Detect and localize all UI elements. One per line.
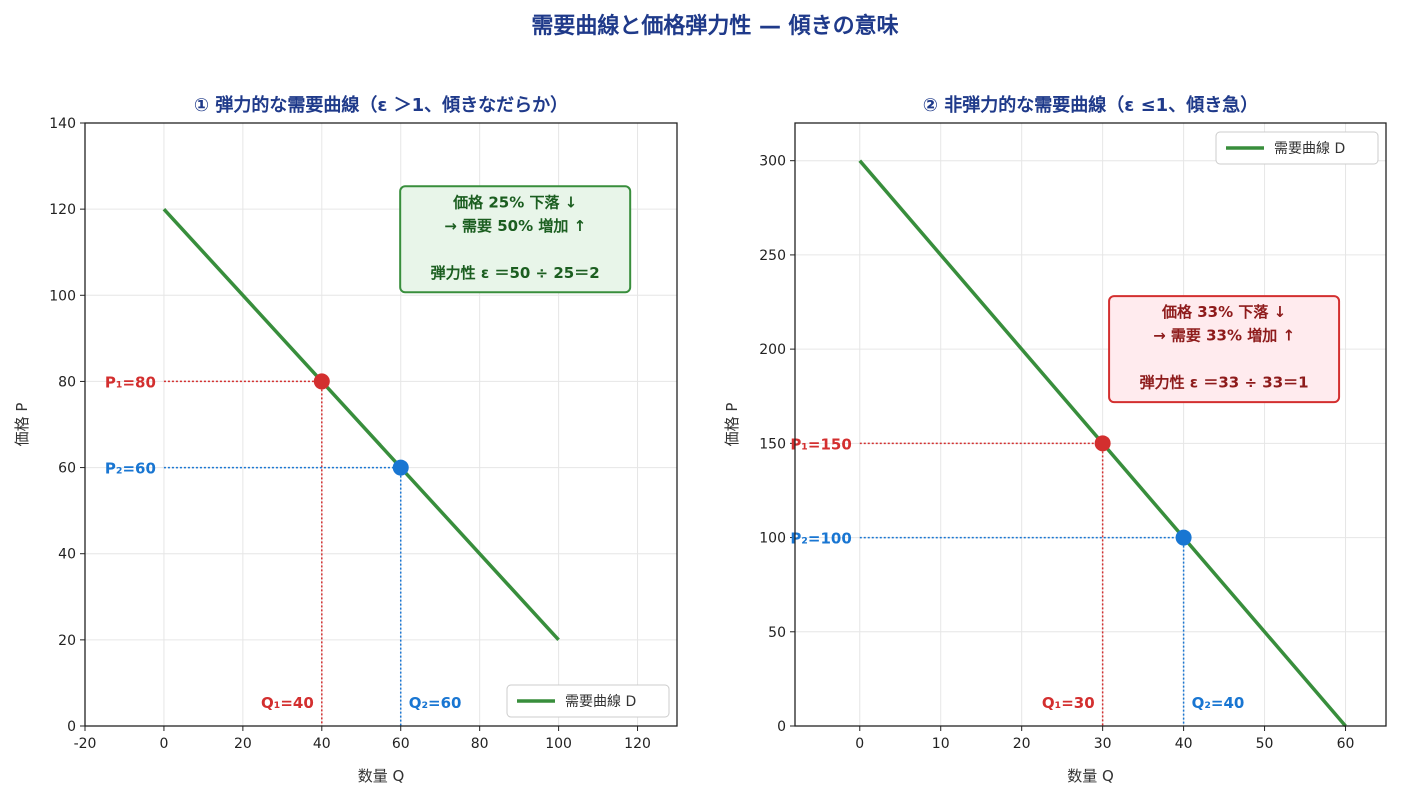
y-tick-label: 300 xyxy=(759,154,786,170)
x-tick-label: 20 xyxy=(1013,736,1031,752)
data-point xyxy=(313,373,330,390)
annotation-text: 価格 25% 下落 ↓ xyxy=(452,193,577,211)
annotation-box xyxy=(399,185,632,294)
x-tick-label: -20 xyxy=(74,736,97,752)
x-tick-label: 40 xyxy=(313,736,331,752)
legend-label: 需要曲線 D xyxy=(565,694,636,710)
x-tick-label: 80 xyxy=(471,736,489,752)
y-tick-label: 20 xyxy=(58,633,76,649)
x-tick-label: 40 xyxy=(1175,736,1193,752)
quantity-label: Q₁=30 xyxy=(1042,694,1095,712)
annotation-box xyxy=(1108,295,1341,404)
x-tick-label: 100 xyxy=(545,736,572,752)
y-axis-label: 価格 P xyxy=(13,403,31,447)
x-tick-label: 30 xyxy=(1094,736,1112,752)
x-tick-label: 0 xyxy=(855,736,864,752)
x-tick-label: 60 xyxy=(1337,736,1355,752)
x-tick-label: 20 xyxy=(234,736,252,752)
y-tick-label: 140 xyxy=(49,116,76,132)
quantity-label: Q₂=60 xyxy=(409,694,462,712)
price-label: P₂=60 xyxy=(105,460,156,478)
y-tick-label: 0 xyxy=(777,719,786,735)
plot-frame xyxy=(84,122,678,727)
x-tick-label: 120 xyxy=(624,736,651,752)
y-tick-label: 80 xyxy=(58,374,76,390)
annotation-text: 弾力性 ε ＝50 ÷ 25＝2 xyxy=(431,264,600,282)
y-axis-label: 価格 P xyxy=(723,403,741,447)
x-axis-label: 数量 Q xyxy=(358,767,405,785)
annotation-text: 価格 33% 下落 ↓ xyxy=(1161,303,1286,321)
quantity-label: Q₁=40 xyxy=(261,694,314,712)
price-label: P₂=100 xyxy=(790,530,851,548)
figure-title: 需要曲線と価格弾力性 — 傾きの意味 xyxy=(531,13,898,39)
price-label: P₁=150 xyxy=(790,435,851,453)
y-tick-label: 120 xyxy=(49,202,76,218)
price-label: P₁=80 xyxy=(105,373,156,391)
x-axis-label: 数量 Q xyxy=(1067,767,1114,785)
data-point xyxy=(1094,435,1111,452)
y-tick-label: 60 xyxy=(58,461,76,477)
x-tick-label: 10 xyxy=(932,736,950,752)
legend-box xyxy=(506,684,670,718)
y-tick-label: 100 xyxy=(759,531,786,547)
plot-frame xyxy=(794,122,1387,727)
y-tick-label: 0 xyxy=(67,719,76,735)
data-point xyxy=(1175,529,1192,546)
y-tick-label: 150 xyxy=(759,436,786,452)
legend-label: 需要曲線 D xyxy=(1274,141,1345,157)
x-tick-label: 60 xyxy=(392,736,410,752)
y-tick-label: 50 xyxy=(768,625,786,641)
annotation-text: → 需要 33% 増加 ↑ xyxy=(1153,327,1295,345)
y-tick-label: 100 xyxy=(49,288,76,304)
annotation-text: → 需要 50% 増加 ↑ xyxy=(444,217,586,235)
panel-inelastic: ② 非弾力的な需要曲線（ε ≤1、傾き急） 0 10 20 30 40 50 60 0 50 100… xyxy=(723,94,1387,785)
panel-title: ① 弾力的な需要曲線（ε ＞1、傾きなだらか） xyxy=(194,94,568,116)
quantity-label: Q₂=40 xyxy=(1192,694,1245,712)
demand-curve-line xyxy=(162,207,560,642)
y-tick-label: 250 xyxy=(759,248,786,264)
data-point xyxy=(392,459,409,476)
legend-box xyxy=(1215,131,1379,165)
x-tick-label: 50 xyxy=(1256,736,1274,752)
x-tick-label: 0 xyxy=(159,736,168,752)
panel-elastic: ① 弾力的な需要曲線（ε ＞1、傾きなだらか）-20 0 20 40 60 80 100 12… xyxy=(13,94,678,785)
annotation-text: 弾力性 ε ＝33 ÷ 33＝1 xyxy=(1140,374,1309,392)
y-tick-label: 200 xyxy=(759,342,786,358)
panel-title: ② 非弾力的な需要曲線（ε ≤1、傾き急） xyxy=(923,94,1258,116)
y-tick-label: 40 xyxy=(58,547,76,563)
